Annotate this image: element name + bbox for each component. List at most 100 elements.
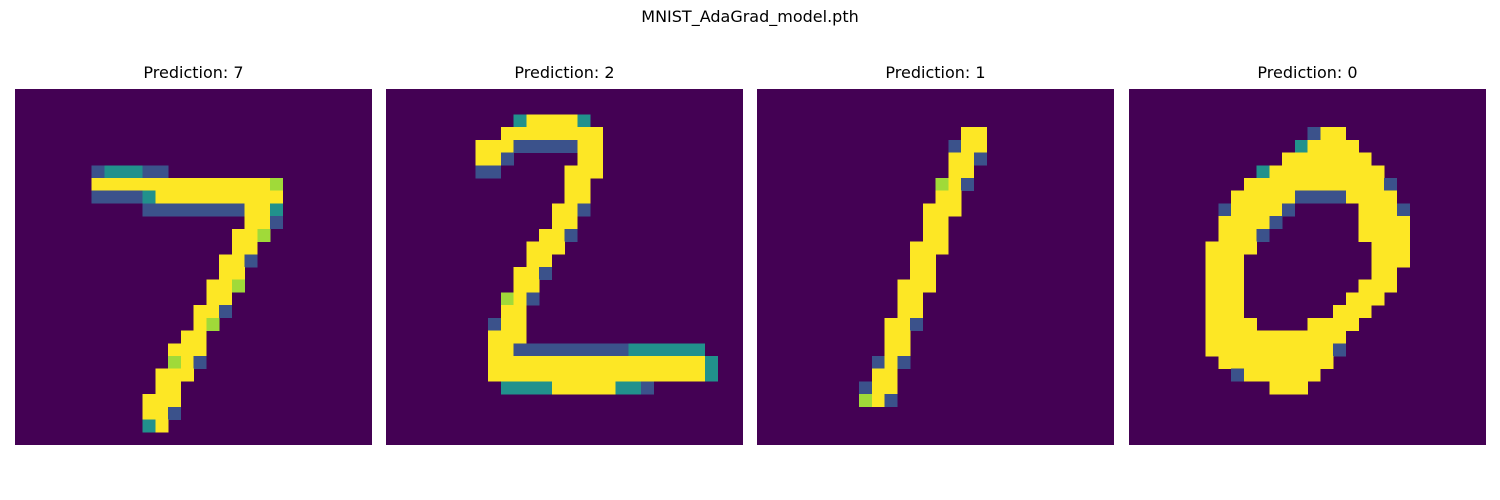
digit-pixel <box>1243 241 1257 255</box>
digit-pixel <box>117 178 131 191</box>
digit-pixel <box>1256 356 1270 369</box>
digit-pixel <box>590 152 604 166</box>
digit-pixel <box>577 152 591 166</box>
digit-pixel <box>1205 241 1219 255</box>
digit-pixel <box>1243 343 1257 357</box>
digit-pixel <box>935 178 949 191</box>
digit-pixel <box>577 127 591 141</box>
digit-pixel <box>539 368 553 382</box>
digit-pixel <box>922 267 936 280</box>
digit-pixel <box>513 114 527 128</box>
digit-pixel <box>628 343 642 357</box>
digit-pixel <box>1294 165 1308 179</box>
digit-pixel <box>193 178 207 191</box>
digit-pixel <box>142 394 156 408</box>
digit-pixel <box>193 203 207 217</box>
digit-pixel <box>513 317 527 331</box>
digit-pixel <box>922 279 936 293</box>
digit-pixel <box>961 139 975 153</box>
digit-pixel <box>1256 330 1270 344</box>
digit-pixel <box>590 165 604 179</box>
digit-pixel <box>577 368 591 382</box>
digit-pixel <box>219 190 233 204</box>
digit-pixel <box>602 368 616 382</box>
digit-pixel <box>1243 330 1257 344</box>
digit-pixel <box>884 356 898 369</box>
digit-pixel <box>513 139 527 153</box>
digit-pixel <box>564 368 578 382</box>
digit-pixel <box>168 190 182 204</box>
digit-pixel <box>577 356 591 369</box>
digit-pixel <box>1269 343 1283 357</box>
digit-pixel <box>500 381 514 395</box>
digit-pixel <box>704 356 718 369</box>
digit-pixel <box>104 190 118 204</box>
panel-title-4: Prediction: 0 <box>1257 63 1358 82</box>
digit-image-background <box>15 89 372 445</box>
digit-pixel <box>500 292 514 306</box>
digit-pixel <box>704 368 718 382</box>
digit-pixel <box>1396 203 1410 217</box>
digit-pixel <box>180 343 194 357</box>
digit-pixel <box>500 317 514 331</box>
digit-pixel <box>1307 330 1321 344</box>
digit-pixel <box>1205 317 1219 331</box>
digit-pixel <box>1243 203 1257 217</box>
digit-pixel <box>679 356 693 369</box>
digit-pixel <box>564 343 578 357</box>
digit-pixel <box>500 330 514 344</box>
digit-pixel <box>270 203 284 217</box>
digit-pixel <box>244 228 258 242</box>
digit-pixel <box>1333 178 1347 191</box>
digit-pixel <box>1294 139 1308 153</box>
digit-pixel <box>1320 190 1334 204</box>
digit-pixel <box>641 343 655 357</box>
digit-pixel <box>1269 203 1283 217</box>
digit-pixel <box>244 190 258 204</box>
digit-pixel <box>1358 305 1372 319</box>
digit-pixel <box>1231 216 1245 230</box>
digit-pixel <box>129 190 143 204</box>
digit-pixel <box>577 165 591 179</box>
digit-pixel <box>1269 356 1283 369</box>
digit-pixel <box>219 178 233 191</box>
digit-pixel <box>1320 178 1334 191</box>
digit-pixel <box>577 114 591 128</box>
digit-pixel <box>142 165 156 179</box>
digit-pixel <box>641 356 655 369</box>
digit-pixel <box>1218 228 1232 242</box>
digit-pixel <box>91 190 105 204</box>
digit-pixel <box>1320 127 1334 141</box>
digit-pixel <box>1396 241 1410 255</box>
digit-pixel <box>1307 165 1321 179</box>
digit-pixel <box>539 139 553 153</box>
digit-pixel <box>1371 241 1385 255</box>
digit-pixel <box>231 190 245 204</box>
digit-pixel <box>475 152 489 166</box>
digit-pixel <box>1205 267 1219 280</box>
digit-pixel <box>615 356 629 369</box>
digit-pixel <box>897 356 911 369</box>
digit-pixel <box>590 127 604 141</box>
digit-pixel <box>270 178 284 191</box>
digit-pixel <box>577 203 591 217</box>
digit-pixel <box>142 178 156 191</box>
digit-pixel <box>564 139 578 153</box>
digit-pixel <box>513 127 527 141</box>
digit-pixel <box>231 254 245 268</box>
digit-pixel <box>1345 190 1359 204</box>
digit-pixel <box>168 406 182 420</box>
digit-pixel <box>1294 178 1308 191</box>
digit-pixel <box>539 241 553 255</box>
digit-pixel <box>564 127 578 141</box>
digit-pixel <box>692 356 706 369</box>
digit-pixel <box>551 127 565 141</box>
digit-pixel <box>1243 228 1257 242</box>
digit-pixel <box>500 368 514 382</box>
digit-pixel <box>1307 190 1321 204</box>
digit-pixel <box>1269 216 1283 230</box>
digit-pixel <box>155 381 169 395</box>
digit-pixel <box>653 356 667 369</box>
digit-pixel <box>653 343 667 357</box>
digit-pixel <box>602 356 616 369</box>
